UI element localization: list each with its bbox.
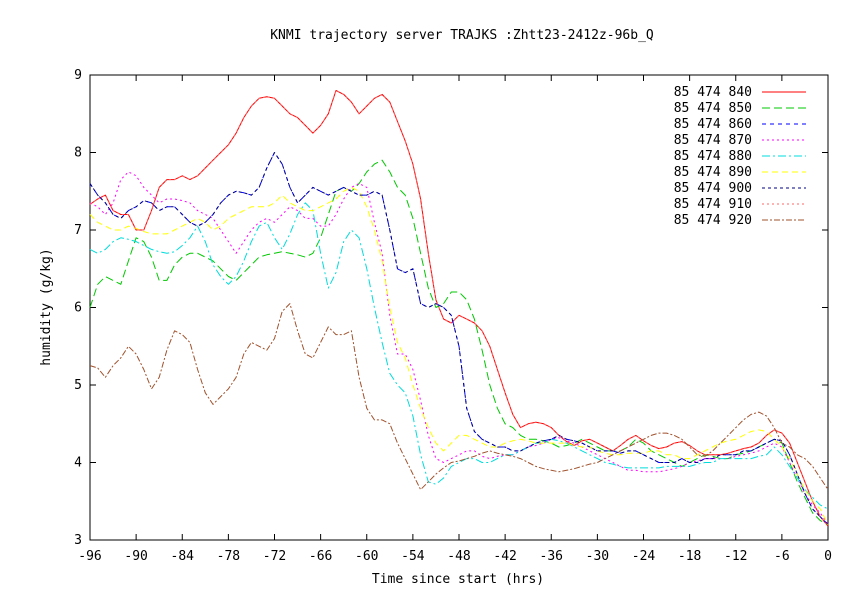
- y-axis-label: humidity (g/kg): [39, 248, 54, 365]
- legend-label-8: 85 474 920: [674, 213, 752, 228]
- legend-label-0: 85 474 840: [674, 85, 752, 100]
- y-tick-label-0: 3: [74, 533, 82, 548]
- x-tick-label-11: -30: [586, 549, 609, 564]
- x-tick-label-7: -54: [401, 549, 425, 564]
- legend-label-4: 85 474 880: [674, 149, 752, 164]
- series-line-3: [89, 171, 829, 525]
- legend-label-2: 85 474 860: [674, 117, 752, 132]
- x-tick-label-6: -60: [355, 549, 378, 564]
- y-tick-label-6: 9: [74, 68, 82, 83]
- axes: -96 -90 -84 -78 -72 -66 -60 -54 -48 -42 -36 -30 -24-…: [74, 68, 832, 564]
- x-tick-label-1: -90: [124, 549, 147, 564]
- series-line-8: [89, 303, 829, 491]
- x-tick-label-10: -36: [540, 549, 563, 564]
- x-tick-label-9: -42: [493, 549, 516, 564]
- x-tick-label-4: -72: [263, 549, 286, 564]
- x-tick-label-15: -6: [774, 549, 790, 564]
- legend-label-7: 85 474 910: [674, 197, 752, 212]
- series-line-7: [89, 90, 829, 527]
- legend-label-3: 85 474 870: [674, 133, 752, 148]
- x-tick-label-0: -96: [78, 549, 101, 564]
- legend-label-1: 85 474 850: [674, 101, 752, 116]
- chart-title: KNMI trajectory server TRAJKS :Zhtt23-24…: [270, 28, 654, 43]
- y-tick-label-1: 4: [74, 456, 82, 471]
- x-tick-label-5: -66: [309, 549, 332, 564]
- x-tick-label-13: -18: [678, 549, 701, 564]
- x-axis-label: Time since start (hrs): [372, 572, 544, 587]
- series-lines: [89, 90, 829, 527]
- x-tick-label-2: -84: [171, 549, 195, 564]
- y-tick-label-5: 8: [74, 146, 82, 161]
- x-tick-label-14: -12: [724, 549, 747, 564]
- x-tick-label-3: -78: [217, 549, 240, 564]
- y-tick-label-2: 5: [74, 378, 82, 393]
- x-tick-label-16: 0: [824, 549, 832, 564]
- y-tick-label-3: 6: [74, 301, 82, 316]
- x-tick-label-12: -24: [632, 549, 656, 564]
- legend-label-5: 85 474 890: [674, 165, 752, 180]
- x-tick-label-8: -48: [447, 549, 470, 564]
- y-tick-label-4: 7: [74, 223, 82, 238]
- series-line-5: [89, 186, 829, 525]
- series-line-4: [89, 202, 829, 510]
- legend-label-6: 85 474 900: [674, 181, 752, 196]
